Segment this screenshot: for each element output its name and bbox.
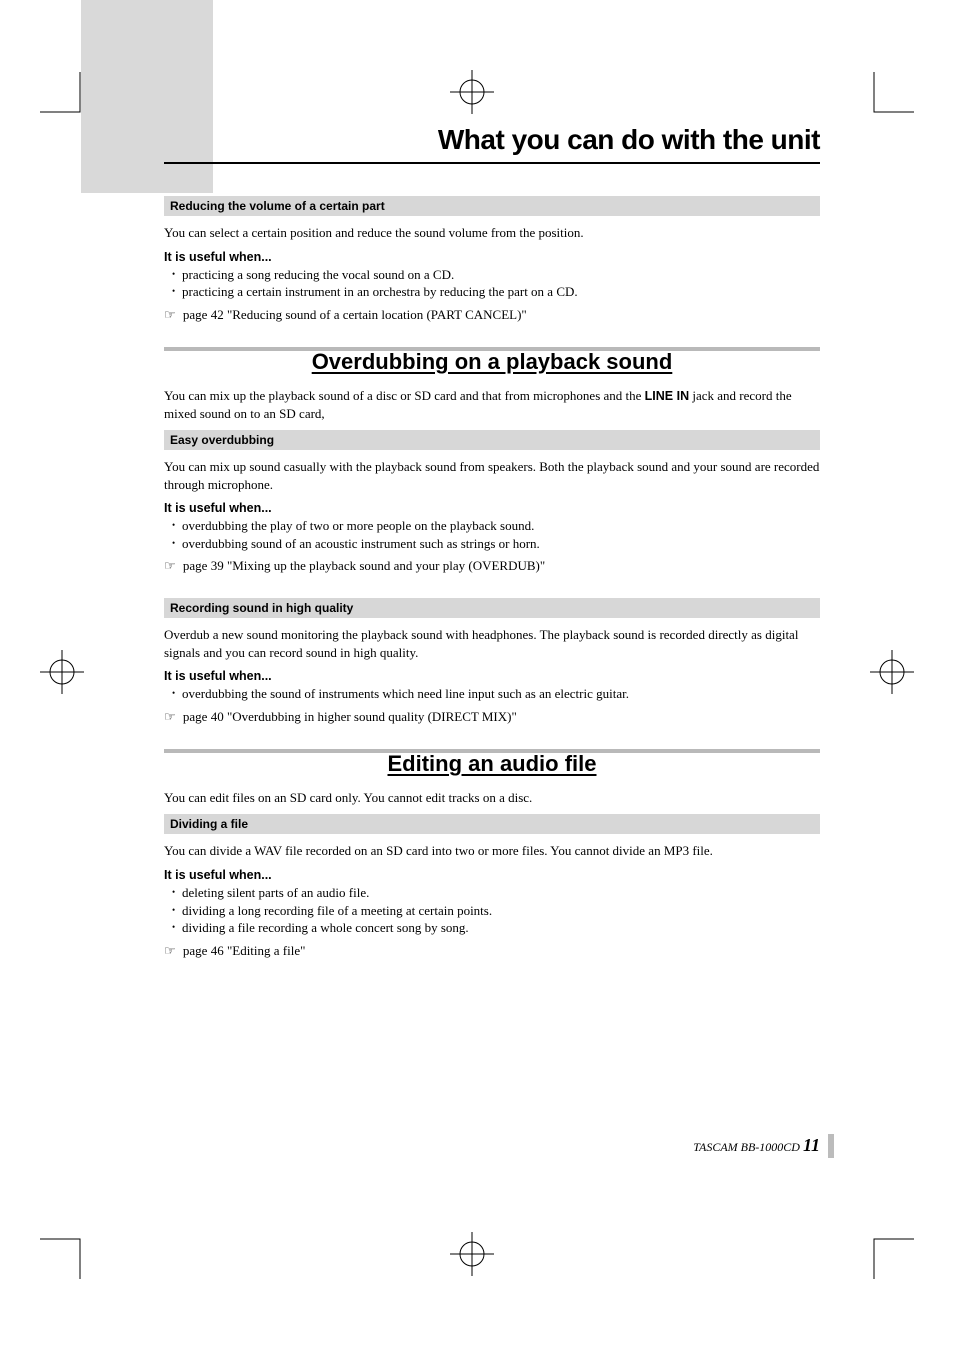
pointer-icon: ☞	[164, 943, 176, 958]
list-item: overdubbing the sound of instruments whi…	[164, 685, 820, 703]
page-reference: ☞ page 42 "Reducing sound of a certain l…	[164, 307, 820, 323]
page-content: What you can do with the unit Reducing t…	[164, 124, 820, 983]
page-number: 11	[803, 1135, 820, 1155]
registration-mark-right	[870, 650, 914, 699]
subheading-hq-recording: Recording sound in high quality	[164, 598, 820, 618]
text: You can mix up the playback sound of a d…	[164, 388, 645, 403]
footer-model: TASCAM BB-1000CD	[693, 1140, 800, 1154]
page-footer: TASCAM BB-1000CD 11	[693, 1135, 820, 1156]
bullet-list: practicing a song reducing the vocal sou…	[164, 266, 820, 301]
bullet-list: deleting silent parts of an audio file. …	[164, 884, 820, 937]
crop-mark-br	[862, 1227, 914, 1279]
list-item: overdubbing the play of two or more peop…	[164, 517, 820, 535]
body-text: You can edit files on an SD card only. Y…	[164, 789, 820, 807]
useful-when-label: It is useful when...	[164, 250, 820, 264]
section-divider: Overdubbing on a playback sound	[164, 347, 820, 375]
pointer-icon: ☞	[164, 558, 176, 573]
body-text: You can mix up the playback sound of a d…	[164, 387, 820, 422]
subheading-easy-overdub: Easy overdubbing	[164, 430, 820, 450]
crop-mark-bl	[40, 1227, 92, 1279]
useful-when-label: It is useful when...	[164, 868, 820, 882]
list-item: dividing a file recording a whole concer…	[164, 919, 820, 937]
list-item: dividing a long recording file of a meet…	[164, 902, 820, 920]
registration-mark-bottom	[450, 1232, 494, 1281]
useful-when-label: It is useful when...	[164, 669, 820, 683]
list-item: deleting silent parts of an audio file.	[164, 884, 820, 902]
bullet-list: overdubbing the sound of instruments whi…	[164, 685, 820, 703]
section-title-overdubbing: Overdubbing on a playback sound	[164, 349, 820, 375]
list-item: practicing a certain instrument in an or…	[164, 283, 820, 301]
footer-accent-bar	[828, 1134, 834, 1158]
reference-text: page 40 "Overdubbing in higher sound qua…	[183, 709, 517, 724]
list-item: practicing a song reducing the vocal sou…	[164, 266, 820, 284]
subheading-dividing: Dividing a file	[164, 814, 820, 834]
body-text: You can divide a WAV file recorded on an…	[164, 842, 820, 860]
bullet-list: overdubbing the play of two or more peop…	[164, 517, 820, 552]
pointer-icon: ☞	[164, 307, 176, 322]
reference-text: page 39 "Mixing up the playback sound an…	[183, 558, 545, 573]
list-item: overdubbing sound of an acoustic instrum…	[164, 535, 820, 553]
page-reference: ☞ page 40 "Overdubbing in higher sound q…	[164, 709, 820, 725]
body-text: You can mix up sound casually with the p…	[164, 458, 820, 493]
subheading-reducing: Reducing the volume of a certain part	[164, 196, 820, 216]
crop-mark-tr	[862, 72, 914, 124]
reference-text: page 42 "Reducing sound of a certain loc…	[183, 307, 527, 322]
page-title: What you can do with the unit	[164, 124, 820, 164]
page-reference: ☞ page 39 "Mixing up the playback sound …	[164, 558, 820, 574]
registration-mark-top	[450, 70, 494, 119]
reference-text: page 46 "Editing a file"	[183, 943, 306, 958]
section-divider: Editing an audio file	[164, 749, 820, 777]
useful-when-label: It is useful when...	[164, 501, 820, 515]
body-text: You can select a certain position and re…	[164, 224, 820, 242]
body-text: Overdub a new sound monitoring the playb…	[164, 626, 820, 661]
pointer-icon: ☞	[164, 709, 176, 724]
registration-mark-left	[40, 650, 84, 699]
page-reference: ☞ page 46 "Editing a file"	[164, 943, 820, 959]
inline-bold: LINE IN	[645, 389, 689, 403]
section-title-editing: Editing an audio file	[164, 751, 820, 777]
